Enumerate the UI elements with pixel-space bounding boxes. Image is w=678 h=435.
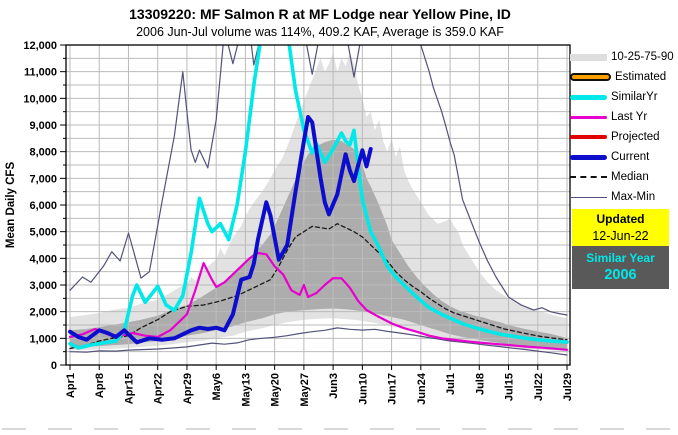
y-tick-label: 5,000 <box>29 227 57 239</box>
y-tick-label: 3,000 <box>29 280 57 292</box>
legend-label: Current <box>611 151 650 163</box>
y-tick-label: 12,000 <box>23 40 57 52</box>
x-tick-label: Apr1 <box>65 373 77 398</box>
updated-badge-date: 12-Jun-22 <box>592 229 649 243</box>
series-group <box>68 45 569 356</box>
plot-frame <box>65 44 571 366</box>
estimated-line-swatch <box>570 73 611 81</box>
percentile-band-swatch <box>570 53 607 61</box>
series-max-line <box>69 45 568 316</box>
x-tick-label: Apr29 <box>182 373 194 404</box>
legend-label: Projected <box>611 131 660 143</box>
updated-badge-title: Updated <box>596 212 645 226</box>
legend-item-similaryr: SimilarYr <box>570 87 678 107</box>
chart-subtitle: 2006 Jun-Jul volume was 114%, 409.2 KAF,… <box>136 25 504 39</box>
lastyr-line-swatch <box>570 115 607 119</box>
median-line-swatch <box>570 176 607 178</box>
similar-year-badge: Similar Year 2006 <box>572 246 669 289</box>
series-median-line <box>69 223 568 350</box>
x-tick-label: May13 <box>240 373 252 407</box>
series-similaryr-line <box>68 45 569 350</box>
legend-label: Estimated <box>615 71 667 83</box>
x-tick-label: Apr22 <box>153 373 165 404</box>
y-tick-label: 8,000 <box>29 147 57 159</box>
y-axis-title: Mean Daily CFS <box>5 162 17 249</box>
similaryr-line-swatch <box>570 94 607 100</box>
y-tick-label: 11,000 <box>24 67 57 79</box>
legend-item-projected: Projected <box>570 127 678 147</box>
updated-badge: Updated 12-Jun-22 <box>572 209 669 246</box>
y-tick-label: 1,000 <box>29 333 57 345</box>
legend-label: Median <box>611 171 649 183</box>
bands-group <box>70 53 567 352</box>
x-tick-label: Apr15 <box>123 373 135 404</box>
legend-label: 10-25-75-90 <box>611 51 674 63</box>
y-tick-label: 7,000 <box>29 173 57 185</box>
legend-item-current: Current <box>570 147 678 167</box>
y-tick-label: 4,000 <box>29 253 57 265</box>
series-current-line <box>68 115 373 345</box>
y-tick-label: 6,000 <box>29 200 57 212</box>
legend-item-median: Median <box>570 167 678 187</box>
x-tick-label: May20 <box>270 373 282 407</box>
x-tick-label: Jul29 <box>562 373 574 401</box>
similar-year-badge-title: Similar Year <box>586 251 655 265</box>
maxmin-line-swatch <box>570 196 607 198</box>
x-tick-label: Jul15 <box>504 373 516 401</box>
legend-label: Last Yr <box>611 111 648 123</box>
legend: 10-25-75-90 Estimated SimilarYr Last Yr … <box>570 47 678 207</box>
page-edge-artifact <box>2 428 676 430</box>
projected-line-swatch <box>570 135 607 139</box>
y-tick-label: 10,000 <box>23 93 57 105</box>
y-tick-label: 0 <box>51 360 57 372</box>
x-tick-label: May6 <box>211 373 223 401</box>
x-tick-label: May27 <box>299 373 311 407</box>
axis-labels-group: 0 1,000 2,000 3,000 4,000 5,000 6,000 7,000 8,00… <box>5 40 574 407</box>
x-tick-label: Jun17 <box>387 373 399 405</box>
x-tick-label: Apr8 <box>94 373 106 398</box>
legend-item-percentile-band: 10-25-75-90 <box>570 47 678 67</box>
legend-item-maxmin: Max-Min <box>570 187 678 207</box>
x-tick-label: Jul8 <box>474 373 486 395</box>
x-tick-label: Jun24 <box>416 372 428 405</box>
current-line-swatch <box>570 154 607 160</box>
chart-title: 13309220: MF Salmon R at MF Lodge near Y… <box>129 6 511 22</box>
x-tick-label: Jun3 <box>328 373 340 399</box>
legend-item-lastyr: Last Yr <box>570 107 678 127</box>
legend-label: Max-Min <box>611 191 656 203</box>
y-tick-label: 2,000 <box>29 307 57 319</box>
legend-label: SimilarYr <box>611 91 658 103</box>
x-tick-label: Jun10 <box>357 373 369 405</box>
y-tick-label: 9,000 <box>29 120 57 132</box>
series-lastyr-line <box>68 251 569 351</box>
x-tick-label: Jul1 <box>445 373 457 395</box>
similar-year-badge-year: 2006 <box>604 267 637 283</box>
series-min-line <box>69 327 568 356</box>
legend-item-estimated: Estimated <box>570 67 678 87</box>
x-tick-label: Jul22 <box>533 373 545 401</box>
